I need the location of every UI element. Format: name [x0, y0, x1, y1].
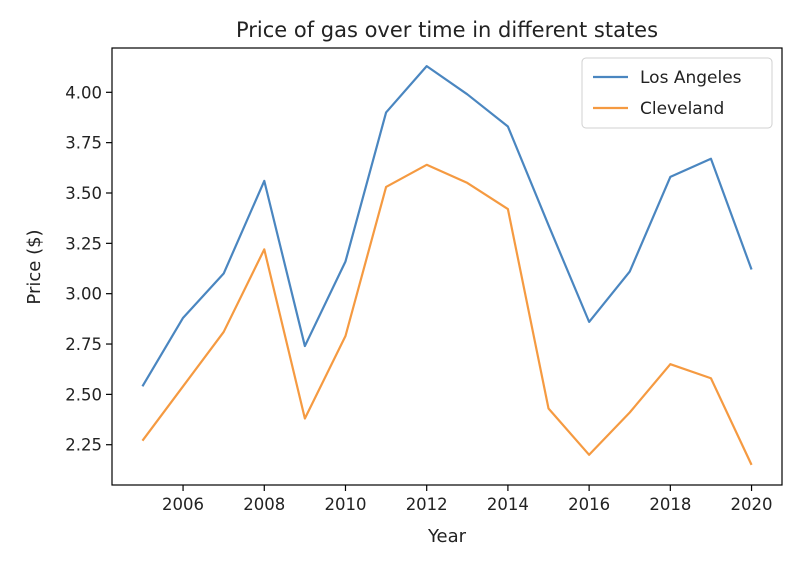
x-tick-label: 2012: [406, 495, 448, 514]
y-axis-label: Price ($): [24, 229, 45, 304]
plot-layer: 2006 2008 2010 2012 2014 2016 2018 2020 2.25 2.50…: [65, 57, 773, 514]
x-tick-label: 2020: [731, 495, 773, 514]
legend-label: Cleveland: [640, 99, 724, 119]
y-tick-label: 3.00: [65, 285, 102, 304]
y-tick-label: 3.50: [65, 184, 102, 203]
y-tick-label: 2.25: [65, 436, 102, 455]
series-line-los-angeles: [141, 65, 753, 387]
legend: Los Angeles Cleveland: [581, 57, 773, 129]
y-tick-label: 3.25: [65, 234, 102, 253]
y-tick-label: 2.50: [65, 385, 102, 404]
legend-label: Los Angeles: [640, 68, 742, 88]
legend-item: Cleveland: [593, 99, 724, 119]
x-tick-label: 2008: [243, 495, 285, 514]
y-tick-label: 3.75: [65, 134, 102, 153]
legend-item: Los Angeles: [593, 68, 742, 88]
x-tick-label: 2018: [649, 495, 691, 514]
plot-frame: [111, 47, 783, 486]
legend-box: [581, 57, 773, 129]
x-tick-label: 2014: [487, 495, 529, 514]
x-tick-label: 2010: [324, 495, 366, 514]
chart-title: Price of gas over time in different stat…: [236, 18, 658, 42]
x-axis-label: Year: [427, 526, 467, 547]
y-tick-label: 2.75: [65, 335, 102, 354]
x-tick-label: 2006: [162, 495, 204, 514]
x-tick-label: 2016: [568, 495, 610, 514]
series-line-cleveland: [141, 163, 753, 466]
y-tick-label: 4.00: [65, 83, 102, 102]
